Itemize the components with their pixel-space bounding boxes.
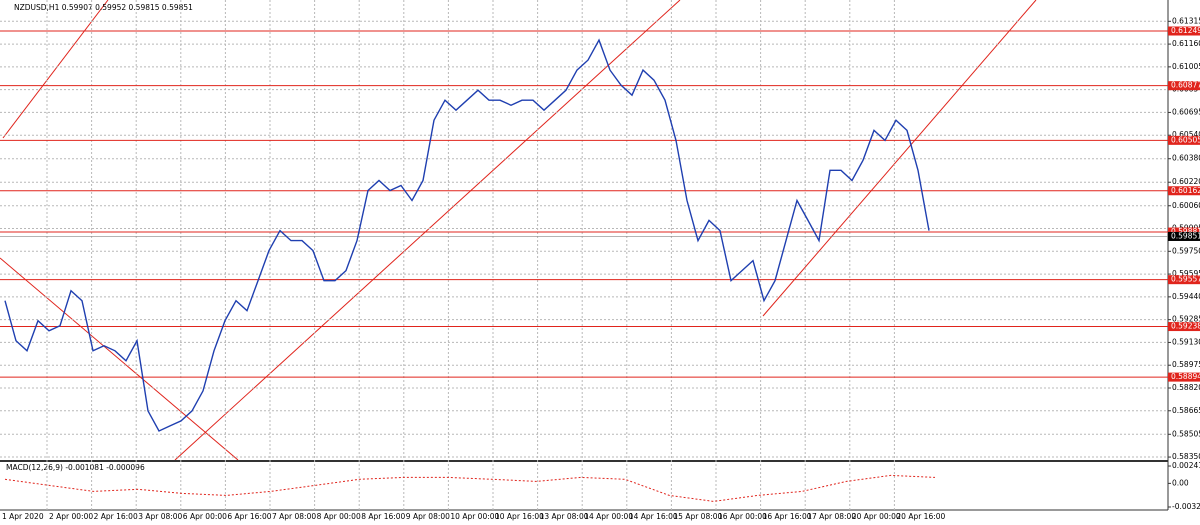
x-tick-label: 16 Apr 16:00	[763, 512, 812, 521]
y-tick-label: 0.61315	[1172, 16, 1200, 25]
price-line	[4, 38, 930, 432]
y-tick-label: 0.59595	[1172, 269, 1200, 278]
y-tick-label: 0.60380	[1172, 154, 1200, 163]
y-tick-label: 0.58350	[1172, 452, 1200, 461]
x-tick-label: 8 Apr 16:00	[361, 512, 405, 521]
y-tick-label: 0.58975	[1172, 360, 1200, 369]
trend-line	[0, 257, 239, 461]
y-tick-label: 0.61160	[1172, 39, 1200, 48]
x-tick-label: 10 Apr 00:00	[450, 512, 499, 521]
level-label: 0.60162	[1171, 186, 1200, 195]
y-tick-label: 0.59130	[1172, 337, 1200, 346]
x-tick-label: 13 Apr 08:00	[540, 512, 589, 521]
macd-tick-label: 0.00	[1172, 478, 1189, 487]
x-tick-label: 17 Apr 08:00	[807, 512, 856, 521]
macd-signal	[4, 474, 936, 502]
x-tick-label: 6 Apr 00:00	[183, 512, 227, 521]
level-label-box	[1168, 186, 1200, 196]
level-label: 0.58894	[1171, 372, 1200, 381]
x-tick-label: 1 Apr 2020	[2, 512, 44, 521]
x-tick-label: 6 Apr 16:00	[227, 512, 271, 521]
level-label-box	[1168, 81, 1200, 91]
x-tick-label: 20 Apr 16:00	[896, 512, 945, 521]
y-tick-label: 0.61005	[1172, 62, 1200, 71]
trend-line	[762, 0, 1037, 317]
x-tick-label: 16 Apr 00:00	[718, 512, 767, 521]
level-label-box	[1168, 26, 1200, 36]
x-tick-label: 20 Apr 00:00	[852, 512, 901, 521]
level-label-box	[1168, 322, 1200, 332]
y-tick-label: 0.60220	[1172, 177, 1200, 186]
x-tick-label: 7 Apr 08:00	[272, 512, 316, 521]
y-tick-label: 0.58505	[1172, 429, 1200, 438]
macd-title: MACD(12,26,9) -0.001081 -0.000096	[6, 463, 145, 472]
x-tick-label: 14 Apr 16:00	[629, 512, 678, 521]
level-label-box	[1168, 135, 1200, 145]
x-tick-label: 15 Apr 08:00	[673, 512, 722, 521]
x-tick-label: 14 Apr 00:00	[584, 512, 633, 521]
chart-header: NZDUSD,H1 0.59907 0.59952 0.59815 0.5985…	[14, 3, 193, 12]
level-label-box	[1168, 372, 1200, 382]
x-tick-label: 10 Apr 16:00	[495, 512, 544, 521]
y-tick-label: 0.58820	[1172, 383, 1200, 392]
trend-line	[2, 0, 109, 139]
x-tick-label: 2 Apr 16:00	[94, 512, 138, 521]
x-tick-label: 9 Apr 08:00	[406, 512, 450, 521]
last-price-label: 0.59851	[1171, 231, 1200, 240]
x-tick-label: 3 Apr 08:00	[138, 512, 182, 521]
y-tick-label: 0.59440	[1172, 292, 1200, 301]
y-tick-label: 0.59750	[1172, 246, 1200, 255]
trend-line	[174, 0, 681, 461]
x-tick-label: 8 Apr 00:00	[317, 512, 361, 521]
level-label: 0.61249	[1171, 26, 1200, 35]
level-label: 0.60877	[1171, 81, 1200, 90]
x-tick-label: 2 Apr 00:00	[49, 512, 93, 521]
y-tick-label: 0.60695	[1172, 107, 1200, 116]
level-label: 0.59881	[1171, 227, 1200, 236]
macd-tick-label: 0.002411	[1172, 461, 1200, 470]
y-tick-label: 0.60060	[1172, 201, 1200, 210]
level-label: 0.59557	[1171, 275, 1200, 284]
level-label-box	[1168, 275, 1200, 285]
y-tick-label: 0.58665	[1172, 406, 1200, 415]
y-tick-label: 0.60540	[1172, 130, 1200, 139]
last-price-box	[1168, 231, 1200, 241]
level-label: 0.60505	[1171, 135, 1200, 144]
y-tick-label: 0.59285	[1172, 315, 1200, 324]
level-label: 0.59238	[1171, 322, 1200, 331]
trend-lines	[0, 0, 1037, 461]
macd-tick-label: -0.003281	[1172, 502, 1200, 511]
